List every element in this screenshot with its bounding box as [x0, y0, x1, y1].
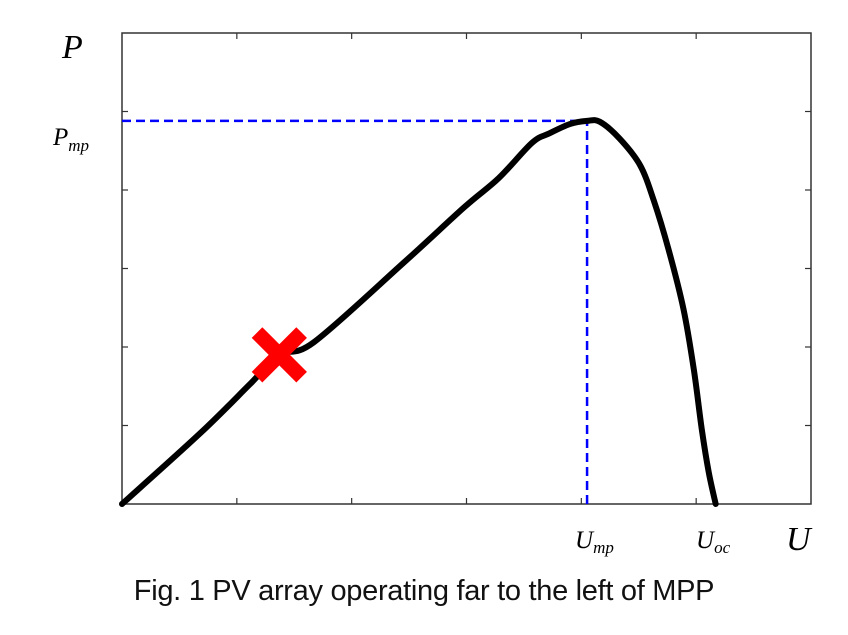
pmp-label-sub: mp — [68, 136, 89, 155]
x-axis-label: U — [786, 521, 813, 558]
axes-frame — [121, 32, 812, 505]
pmp-label: Pmp — [52, 124, 89, 155]
pmp-label-main: P — [52, 124, 68, 151]
uoc-label: Uoc — [696, 527, 731, 557]
uoc-label-main: U — [696, 527, 716, 554]
plot-area — [119, 32, 812, 507]
x-marker-stroke — [251, 327, 307, 383]
pv-power-curve — [119, 117, 719, 507]
ump-label: Ump — [575, 527, 614, 557]
uoc-label-sub: oc — [714, 538, 731, 557]
ump-label-main: U — [575, 527, 595, 554]
y-axis-label: P — [61, 29, 83, 66]
figure-caption: Fig. 1 PV array operating far to the lef… — [133, 575, 715, 607]
ump-label-sub: mp — [593, 538, 614, 557]
operating-point-x-icon — [251, 327, 307, 383]
